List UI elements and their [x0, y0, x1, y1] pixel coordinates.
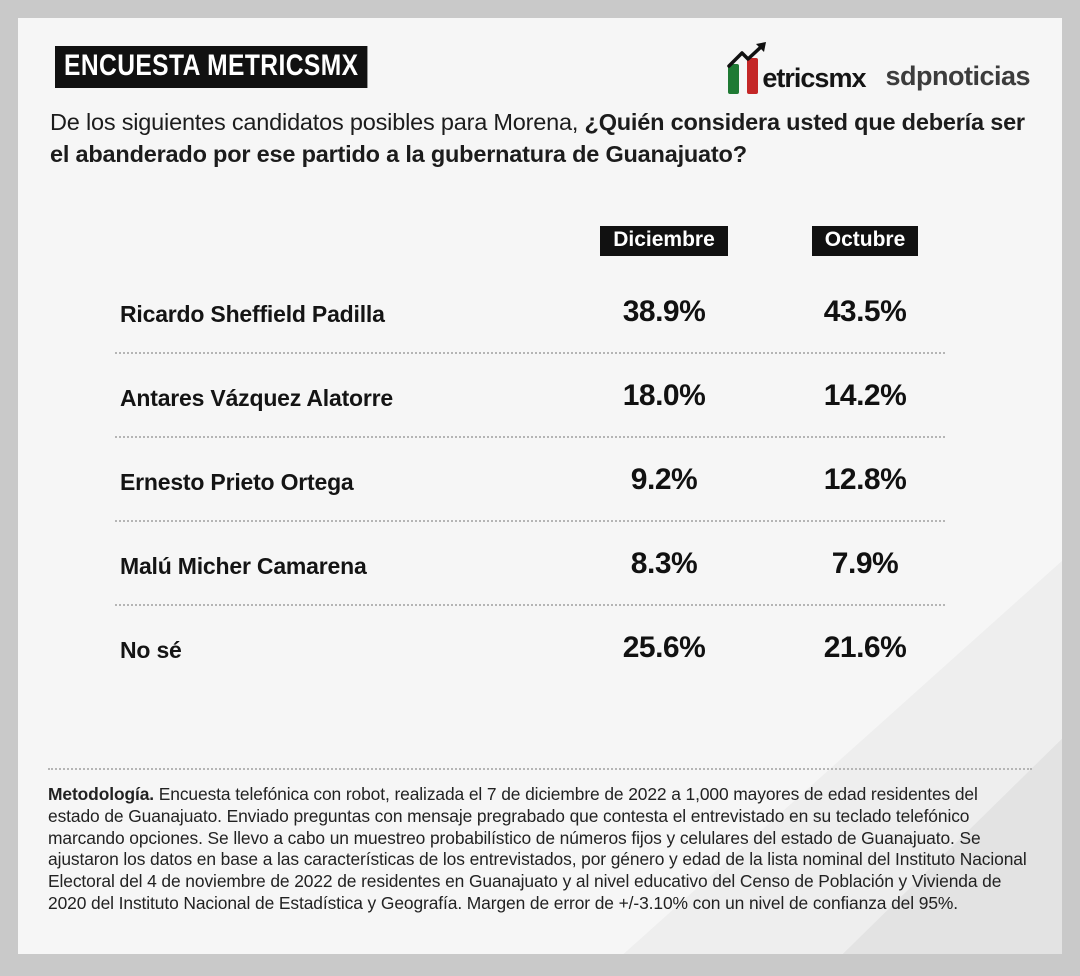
octubre-badge: Octubre: [811, 226, 919, 256]
methodology-text: Metodología. Encuesta telefónica con rob…: [48, 784, 1032, 915]
diciembre-value: 38.9%: [622, 295, 706, 328]
row-divider: [115, 436, 945, 438]
poll-question: De los siguientes candidatos posibles pa…: [50, 106, 1035, 171]
green-bar-icon: [728, 64, 740, 94]
diciembre-value: 18.0%: [622, 379, 706, 412]
table-row: Ernesto Prieto Ortega 9.2% 12.8%: [18, 461, 1062, 505]
table-row: Malú Micher Camarena 8.3% 7.9%: [18, 545, 1062, 589]
table-row: Antares Vázquez Alatorre 18.0% 14.2%: [18, 377, 1062, 421]
candidate-name: Antares Vázquez Alatorre: [120, 385, 393, 411]
octubre-value: 21.6%: [823, 631, 907, 664]
poll-card: ENCUESTA METRICSMX etricsmx sdpnoticias …: [18, 18, 1062, 954]
brand-logos: etricsmx sdpnoticias: [726, 42, 1030, 100]
diciembre-value: 9.2%: [630, 463, 698, 496]
column-header-octubre: Octubre: [755, 226, 975, 256]
metricsmx-wordmark: etricsmx: [762, 63, 866, 93]
question-main: ¿Quién considera usted que debería ser e…: [50, 109, 1025, 168]
table-row: Ricardo Sheffield Padilla 38.9% 43.5%: [18, 293, 1062, 337]
candidate-name: Malú Micher Camarena: [120, 553, 367, 579]
row-divider: [115, 352, 945, 354]
octubre-value: 12.8%: [823, 463, 907, 496]
red-bar-icon: [747, 58, 759, 94]
methodology-body: Encuesta telefónica con robot, realizada…: [48, 784, 1027, 913]
sdpnoticias-wordmark: sdpnoticias: [885, 61, 1030, 91]
diciembre-value: 25.6%: [622, 631, 706, 664]
candidate-name: Ernesto Prieto Ortega: [120, 469, 354, 495]
encuesta-title-badge: ENCUESTA METRICSMX: [55, 46, 368, 88]
diciembre-value: 8.3%: [630, 547, 698, 580]
octubre-value: 14.2%: [823, 379, 907, 412]
column-header-diciembre: Diciembre: [554, 226, 774, 256]
row-divider: [115, 520, 945, 522]
candidate-name: Ricardo Sheffield Padilla: [120, 301, 385, 327]
row-divider: [115, 604, 945, 606]
question-intro: De los siguientes candidatos posibles pa…: [50, 109, 585, 135]
octubre-value: 43.5%: [823, 295, 907, 328]
diciembre-badge: Diciembre: [600, 226, 728, 256]
metricsmx-flag-bars-icon: [726, 42, 772, 100]
candidate-name: No sé: [120, 637, 182, 663]
methodology-label: Metodología.: [48, 784, 155, 804]
octubre-value: 7.9%: [831, 547, 899, 580]
methodology-divider: [48, 768, 1032, 770]
table-row: No sé 25.6% 21.6%: [18, 629, 1062, 673]
trend-arrow-icon: [727, 42, 767, 68]
